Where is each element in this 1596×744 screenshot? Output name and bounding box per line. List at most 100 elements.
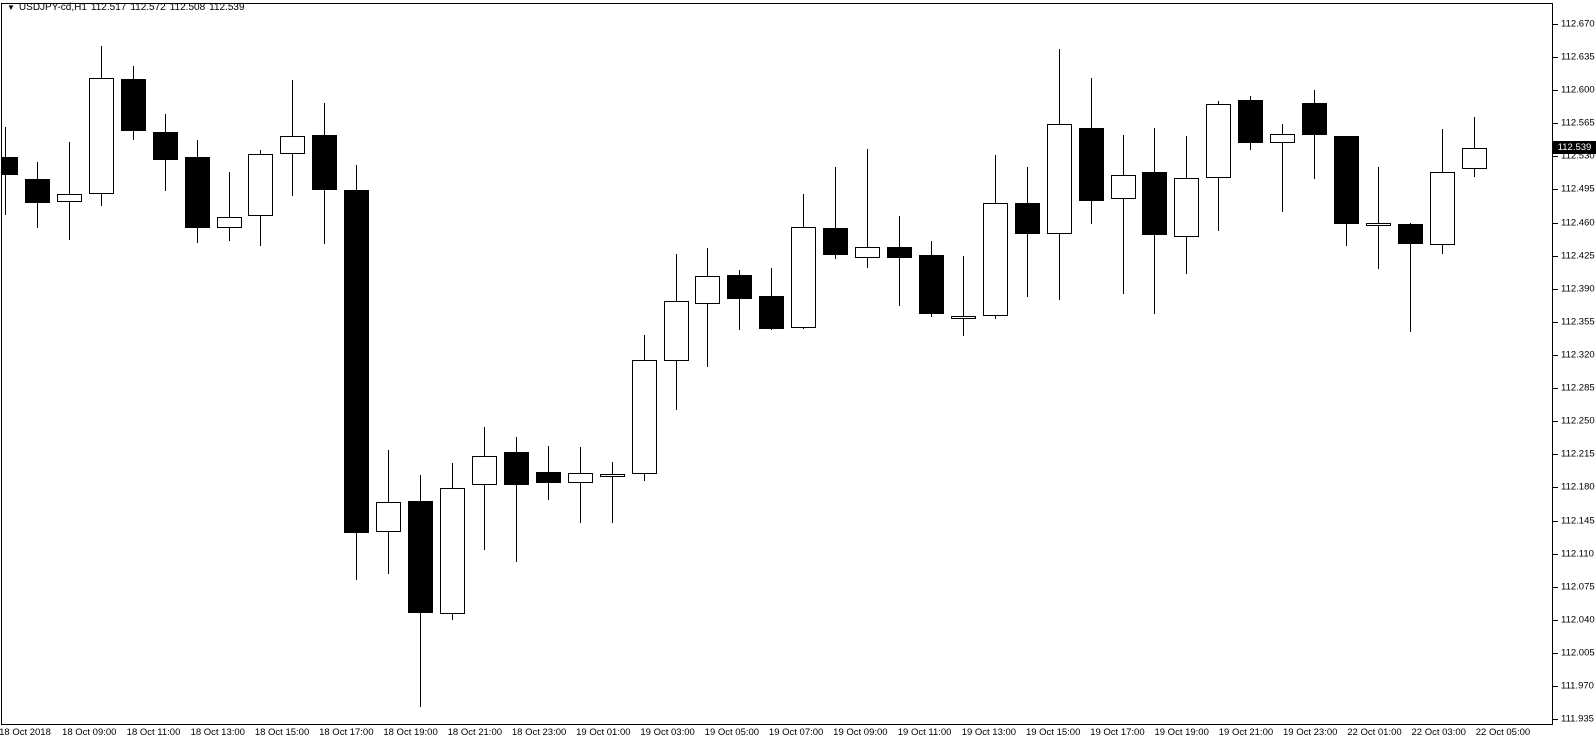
time-label: 19 Oct 23:00 — [1282, 727, 1338, 738]
candle-wick — [1473, 116, 1475, 178]
price-tick — [1553, 686, 1558, 688]
candle-body — [184, 157, 210, 229]
price-tick-label: 112.530 — [1561, 150, 1595, 162]
price-tick-label: 112.390 — [1561, 283, 1595, 295]
time-label: 18 Oct 11:00 — [126, 727, 181, 738]
candle-body — [1238, 99, 1264, 144]
price-tick-label: 112.145 — [1561, 515, 1595, 527]
candle-wick — [962, 255, 964, 337]
candle-body — [1429, 172, 1455, 246]
candle-wick — [1122, 134, 1124, 295]
candle-wick — [1282, 124, 1284, 213]
candle-body — [56, 194, 82, 202]
time-label: 18 Oct 17:00 — [319, 727, 374, 738]
plot-area[interactable] — [1, 3, 1553, 725]
candle-body — [950, 316, 976, 320]
price-tick — [1553, 255, 1558, 257]
candle-body — [918, 254, 944, 315]
price-tick-label: 112.005 — [1561, 647, 1595, 659]
candle-wick — [739, 269, 741, 331]
candle-body — [631, 359, 657, 475]
candle-body — [1365, 222, 1391, 226]
candle-body — [280, 136, 306, 155]
title-low: 112.508 — [169, 2, 206, 13]
candle-body — [1078, 127, 1104, 201]
price-tick — [1553, 321, 1558, 323]
time-label: 19 Oct 21:00 — [1218, 727, 1274, 738]
price-tick — [1553, 355, 1558, 356]
price-tick — [1553, 288, 1558, 290]
candle-wick — [483, 426, 485, 550]
candle-wick — [707, 248, 709, 368]
time-label: 19 Oct 07:00 — [768, 727, 824, 738]
symbol-dropdown-icon[interactable]: ▼ — [7, 3, 15, 12]
candle-body — [855, 247, 881, 258]
candle-body — [791, 227, 817, 328]
price-tick-label: 112.180 — [1561, 481, 1595, 493]
candle-body — [982, 202, 1008, 317]
price-tick-label: 112.600 — [1561, 84, 1595, 96]
price-tick-label: 112.320 — [1561, 349, 1595, 361]
price-tick-label: 112.635 — [1561, 51, 1595, 63]
candle-body — [1174, 178, 1200, 237]
time-label: 19 Oct 11:00 — [897, 727, 952, 738]
candle-wick — [515, 437, 517, 563]
candle-body — [887, 247, 913, 258]
time-label: 18 Oct 19:00 — [383, 727, 438, 738]
candle-body — [1110, 175, 1136, 199]
time-label: 19 Oct 15:00 — [1025, 727, 1081, 738]
time-label: 19 Oct 17:00 — [1090, 727, 1145, 738]
price-tick — [1553, 586, 1558, 588]
candle-body — [503, 452, 529, 485]
candle-wick — [611, 461, 613, 524]
candle-body — [1206, 104, 1232, 179]
candle-body — [471, 456, 497, 485]
candle-wick — [867, 148, 869, 268]
chart-title[interactable]: ▼ USDJPY-cd,H1 112.517 112.572 112.508 112.53… — [7, 2, 249, 13]
price-tick — [1553, 222, 1558, 224]
price-tick — [1553, 156, 1558, 158]
candle-body — [440, 488, 466, 615]
candle-wick — [579, 446, 581, 524]
price-tick-label: 111.970 — [1561, 680, 1594, 692]
time-label: 18 Oct 09:00 — [62, 727, 117, 738]
candle-wick — [899, 215, 901, 306]
time-label: 19 Oct 09:00 — [833, 727, 888, 738]
candle-body — [1046, 124, 1072, 234]
candle-body — [599, 474, 625, 478]
time-label: 18 Oct 15:00 — [254, 727, 310, 738]
candle-body — [2, 157, 18, 176]
price-tick-label: 112.355 — [1561, 316, 1595, 328]
price-tick-label: 112.670 — [1561, 18, 1595, 30]
price-tick-label: 112.425 — [1561, 250, 1595, 262]
price-tick — [1553, 454, 1558, 456]
price-tick — [1553, 90, 1558, 92]
candle-body — [1334, 135, 1360, 225]
candle-body — [120, 78, 146, 131]
title-close: 112.539 — [209, 2, 245, 13]
candle-body — [535, 472, 561, 483]
price-tick — [1553, 553, 1558, 555]
time-label: 19 Oct 19:00 — [1154, 727, 1209, 738]
candle-body — [1270, 133, 1296, 144]
price-tick — [1553, 56, 1558, 58]
time-label: 19 Oct 01:00 — [576, 727, 631, 738]
candle-wick — [1377, 166, 1379, 269]
candle-body — [312, 134, 338, 191]
price-tick-label: 112.495 — [1561, 183, 1595, 195]
time-label: 22 Oct 01:00 — [1347, 727, 1402, 738]
candle-body — [727, 274, 753, 300]
candle-body — [248, 154, 274, 216]
price-tick — [1553, 619, 1558, 621]
price-tick — [1553, 388, 1558, 390]
candle-body — [1302, 103, 1328, 136]
candle-body — [567, 473, 593, 483]
price-tick-label: 112.460 — [1561, 217, 1595, 229]
time-label: 18 Oct 21:00 — [447, 727, 503, 738]
price-tick — [1553, 123, 1558, 125]
price-tick — [1553, 487, 1558, 489]
candle-wick — [68, 142, 70, 240]
price-tick-label: 112.215 — [1561, 448, 1595, 460]
time-label: 22 Oct 05:00 — [1475, 727, 1531, 738]
